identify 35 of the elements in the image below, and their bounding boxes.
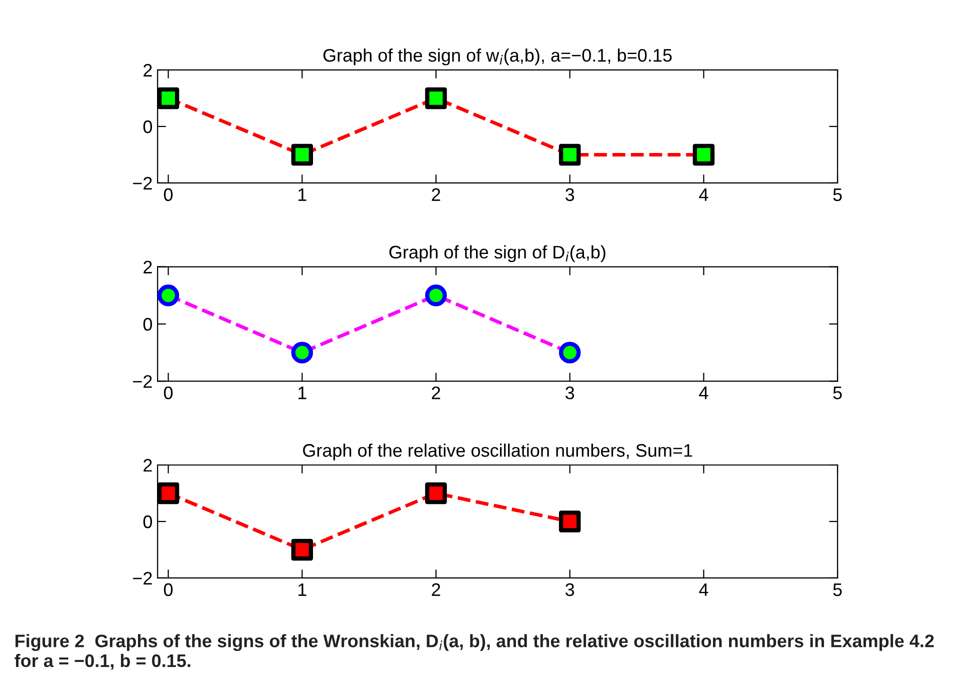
chart-title: Graph of the sign of w$_{i}$(a,b), a=−0.1, b=0.15	[323, 48, 672, 66]
x-tick-label: 5	[833, 386, 842, 400]
x-tick-label: 2	[432, 583, 440, 596]
x-tick-label: 1	[298, 386, 306, 400]
point	[291, 538, 314, 561]
y-tick-label: 0	[143, 515, 152, 528]
x-tick-label: 3	[566, 188, 574, 202]
x-tick-label: 1	[298, 583, 306, 596]
y-tick-label: −2	[133, 375, 152, 388]
y-tick-label: 2	[144, 260, 152, 274]
y-tick-label: −2	[133, 176, 152, 190]
y-tick-label: 0	[143, 318, 152, 331]
x-tick-label: 5	[833, 188, 842, 202]
x-tick-label: 0	[164, 188, 173, 202]
point	[425, 482, 447, 504]
x-tick-label: 1	[298, 188, 306, 201]
x-tick-label: 3	[566, 583, 574, 596]
x-tick-label: 5	[833, 583, 842, 596]
y-tick-label: −2	[133, 572, 152, 585]
chart-title: Graph of the relative oscillation numbers, Sum=1	[303, 444, 692, 460]
point	[558, 510, 581, 532]
y-tick-label: 0	[143, 120, 152, 134]
x-tick-label: 0	[164, 583, 173, 596]
y-tick-label: 2	[144, 64, 152, 77]
x-tick-label: 3	[566, 386, 574, 400]
point	[157, 482, 180, 504]
x-tick-label: 4	[699, 188, 708, 201]
x-tick-label: 2	[432, 188, 440, 201]
y-tick-label: 2	[144, 458, 152, 472]
x-tick-label: 4	[699, 386, 708, 400]
x-tick-label: 4	[699, 583, 708, 596]
x-tick-label: 2	[432, 386, 440, 400]
x-tick-label: 0	[164, 386, 173, 400]
text: Figure 2 Graphs of the signs of the Wronskian, D$_{i}$(a, b), and the relative oscillation numbers in Example 4.2 for a = −0.1, b = 0.15.	[14, 634, 934, 670]
chart-title: Graph of the sign of D$_{i}$(a,b)	[389, 245, 606, 262]
